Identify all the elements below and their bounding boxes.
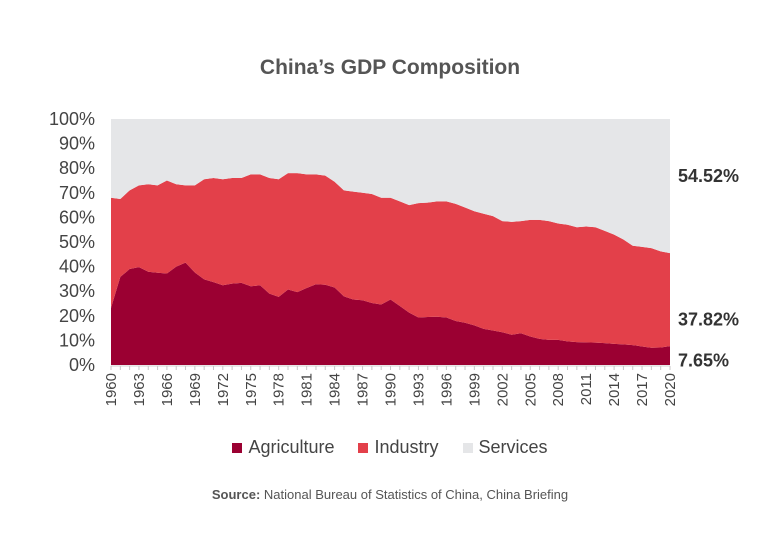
y-tick-label: 10% <box>59 330 95 350</box>
legend-swatch-services <box>462 442 473 453</box>
area-agriculture <box>111 262 670 365</box>
x-tick-label: 1987 <box>355 373 372 406</box>
y-tick-label: 100% <box>49 109 95 129</box>
legend-swatch-agriculture <box>232 442 243 453</box>
legend-item-agriculture: Agriculture <box>232 437 334 458</box>
x-tick-label: 1960 <box>103 373 120 406</box>
x-tick-label: 1972 <box>215 373 232 406</box>
x-tick-label: 1969 <box>187 373 204 406</box>
legend-item-industry: Industry <box>358 437 439 458</box>
source-label: Source: <box>211 487 261 502</box>
x-tick-label: 2011 <box>578 373 595 405</box>
x-tick-label: 1996 <box>438 373 455 406</box>
end-label-agriculture: 7.65% <box>678 351 729 371</box>
legend-label-industry: Industry <box>374 437 439 457</box>
y-tick-label: 90% <box>59 134 95 154</box>
y-tick-label: 60% <box>59 207 95 227</box>
source-text: National Bureau of Statistics of China, … <box>263 487 569 502</box>
y-tick-label: 20% <box>59 306 95 326</box>
x-tick-label: 1975 <box>243 373 260 406</box>
x-tick-label: 1993 <box>410 373 427 406</box>
end-label-industry: 37.82% <box>678 309 739 329</box>
x-tick-label: 1999 <box>466 373 483 406</box>
x-tick-label: 1984 <box>327 373 344 406</box>
y-tick-label: 0% <box>69 355 95 375</box>
y-tick-label: 40% <box>59 257 95 277</box>
x-tick-label: 2020 <box>662 373 679 406</box>
legend-item-services: Services <box>462 437 548 458</box>
y-tick-label: 30% <box>59 281 95 301</box>
y-tick-label: 80% <box>59 158 95 178</box>
area-industry <box>111 173 670 348</box>
legend-label-services: Services <box>478 437 548 457</box>
y-tick-label: 50% <box>59 232 95 252</box>
chart-title: China’s GDP Composition <box>259 56 521 79</box>
x-tick-label: 1978 <box>271 373 288 406</box>
area-services <box>111 119 670 254</box>
legend: Agriculture Industry Services <box>0 437 780 458</box>
source-note: Source: National Bureau of Statistics of… <box>0 487 780 502</box>
x-tick-label: 2008 <box>550 373 567 406</box>
y-tick-label: 70% <box>59 183 95 203</box>
x-tick-label: 1963 <box>131 373 148 406</box>
end-label-services: 54.52% <box>678 166 739 186</box>
x-tick-label: 2005 <box>522 373 539 406</box>
legend-label-agriculture: Agriculture <box>248 437 335 457</box>
x-tick-label: 2014 <box>606 373 623 406</box>
x-tick-label: 2017 <box>634 373 651 406</box>
legend-swatch-industry <box>358 442 369 453</box>
x-tick-label: 2002 <box>494 373 511 406</box>
x-tick-label: 1990 <box>383 373 400 406</box>
x-tick-label: 1966 <box>159 373 176 406</box>
x-tick-label: 1981 <box>299 373 316 406</box>
